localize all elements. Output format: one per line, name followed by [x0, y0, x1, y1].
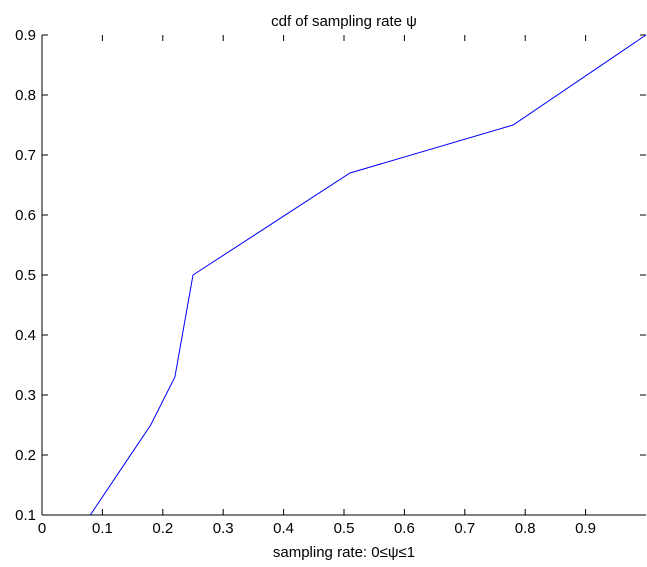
- x-tick-label: 0: [38, 520, 46, 537]
- x-tick-label: 0.3: [213, 520, 234, 537]
- x-tick-label: 0.1: [92, 520, 113, 537]
- x-axis-ticks: 0 0.1 0.2 0.3 0.4 0.5 0.6 0.7 0.8 0.9: [38, 35, 596, 537]
- cdf-series-line: [89, 34, 647, 516]
- x-tick-label: 0.8: [515, 520, 536, 537]
- y-tick-label: 0.4: [15, 327, 36, 344]
- x-tick-label: 0.4: [273, 520, 294, 537]
- y-tick-label: 0.8: [15, 87, 36, 104]
- y-tick-label: 0.1: [15, 507, 36, 524]
- x-tick-label: 0.5: [334, 520, 355, 537]
- chart-title: cdf of sampling rate ψ: [271, 13, 417, 30]
- plot-area: 0 0.1 0.2 0.3 0.4 0.5 0.6 0.7 0.8 0.9 0.10.20.30.…: [15, 27, 647, 537]
- x-tick-label: 0.2: [152, 520, 173, 537]
- y-tick-label: 0.7: [15, 147, 36, 164]
- x-tick-label: 0.9: [575, 520, 596, 537]
- y-tick-label: 0.6: [15, 207, 36, 224]
- y-tick-label: 0.5: [15, 267, 36, 284]
- x-tick-label: 0.7: [454, 520, 475, 537]
- y-axis-ticks: 0.1 0.2 0.3 0.4 0.5 0.6 0.7 0.8 0.9: [15, 27, 646, 524]
- y-tick-label: 0.9: [15, 27, 36, 44]
- x-axis-label: sampling rate: 0≤ψ≤1: [273, 544, 415, 561]
- y-tick-label: 0.2: [15, 447, 36, 464]
- x-tick-label: 0.6: [394, 520, 415, 537]
- y-tick-label: 0.3: [15, 387, 36, 404]
- series-layer: [89, 34, 647, 516]
